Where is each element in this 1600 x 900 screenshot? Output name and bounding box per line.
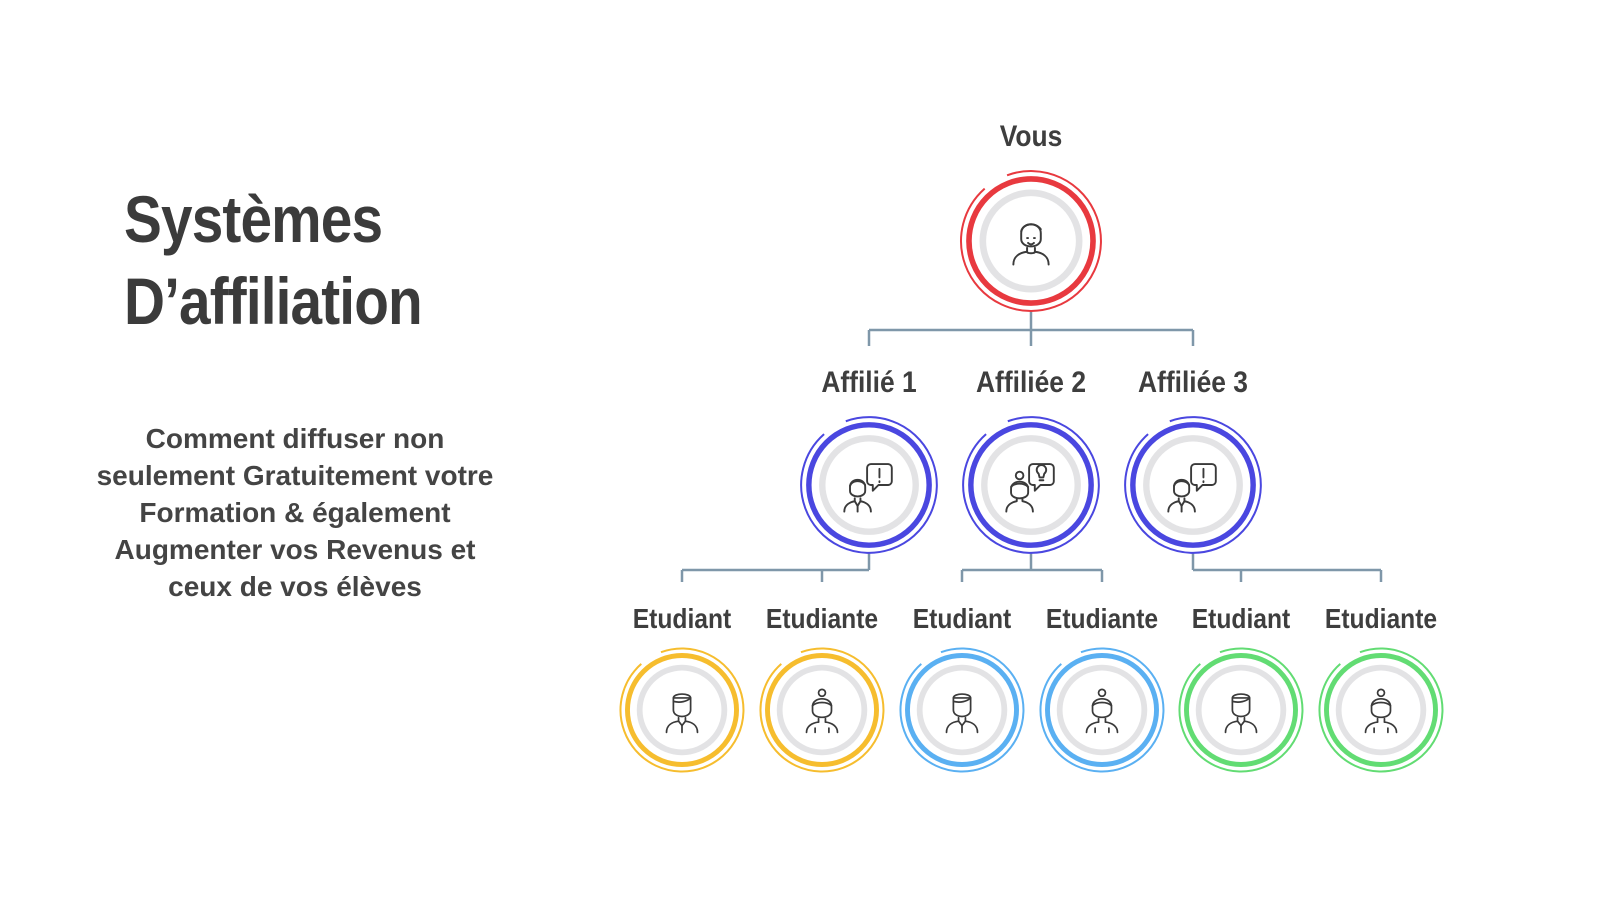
node-student-6: Etudiante [1318,603,1444,773]
outer-ring [1178,647,1304,773]
outer-ring [800,416,938,554]
node-affiliate-1: Affilié 1 [800,364,938,554]
subtitle-line: seulement Gratuitement votre [96,460,494,491]
inner-core [782,670,862,750]
connector-lines [680,310,1383,582]
inner-core [1062,670,1142,750]
inner-core [986,196,1076,286]
subtitle: Comment diffuser non seulement Gratuitem… [80,420,510,605]
outer-ring [759,647,885,773]
outer-ring [1318,647,1444,773]
title-line-2: D’affiliation [124,264,423,338]
node-label: Affilié 1 [821,364,916,398]
outer-ring [619,647,745,773]
node-student-5: Etudiant [1178,603,1304,773]
node-label: Etudiante [766,603,878,635]
node-label: Vous [1000,118,1063,152]
node-student-1: Etudiant [619,603,745,773]
inner-core [922,670,1002,750]
outer-ring [1124,416,1262,554]
subtitle-line: Comment diffuser non [145,423,445,454]
node-label: Etudiante [1325,603,1437,635]
node-label: Etudiant [633,603,732,635]
node-label: Etudiant [913,603,1012,635]
node-student-2: Etudiante [759,603,885,773]
node-label: Affiliée 3 [1138,364,1248,398]
inner-core [1201,670,1281,750]
node-student-3: Etudiant [899,603,1025,773]
outer-ring [1039,647,1165,773]
subtitle-line: ceux de vos élèves [168,571,422,602]
title-line-1: Systèmes [124,182,383,256]
inner-core [642,670,722,750]
node-label: Etudiante [1046,603,1158,635]
subtitle-line: Augmenter vos Revenus et [114,534,476,565]
subtitle-line: Formation & également [139,497,451,528]
node-label: Affiliée 2 [976,364,1086,398]
node-label: Etudiant [1192,603,1291,635]
tree-nodes: Vous Affilié 1 Affiliée 2 Affiliée 3 Etudian… [619,118,1444,773]
inner-core [1341,670,1421,750]
node-affiliate-2: Affiliée 2 [962,364,1100,554]
node-vous: Vous [960,118,1102,312]
outer-ring [962,416,1100,554]
node-affiliate-3: Affiliée 3 [1124,364,1262,554]
outer-ring [899,647,1025,773]
node-student-4: Etudiante [1039,603,1165,773]
page-title: Systèmes D’affiliation [124,178,423,342]
